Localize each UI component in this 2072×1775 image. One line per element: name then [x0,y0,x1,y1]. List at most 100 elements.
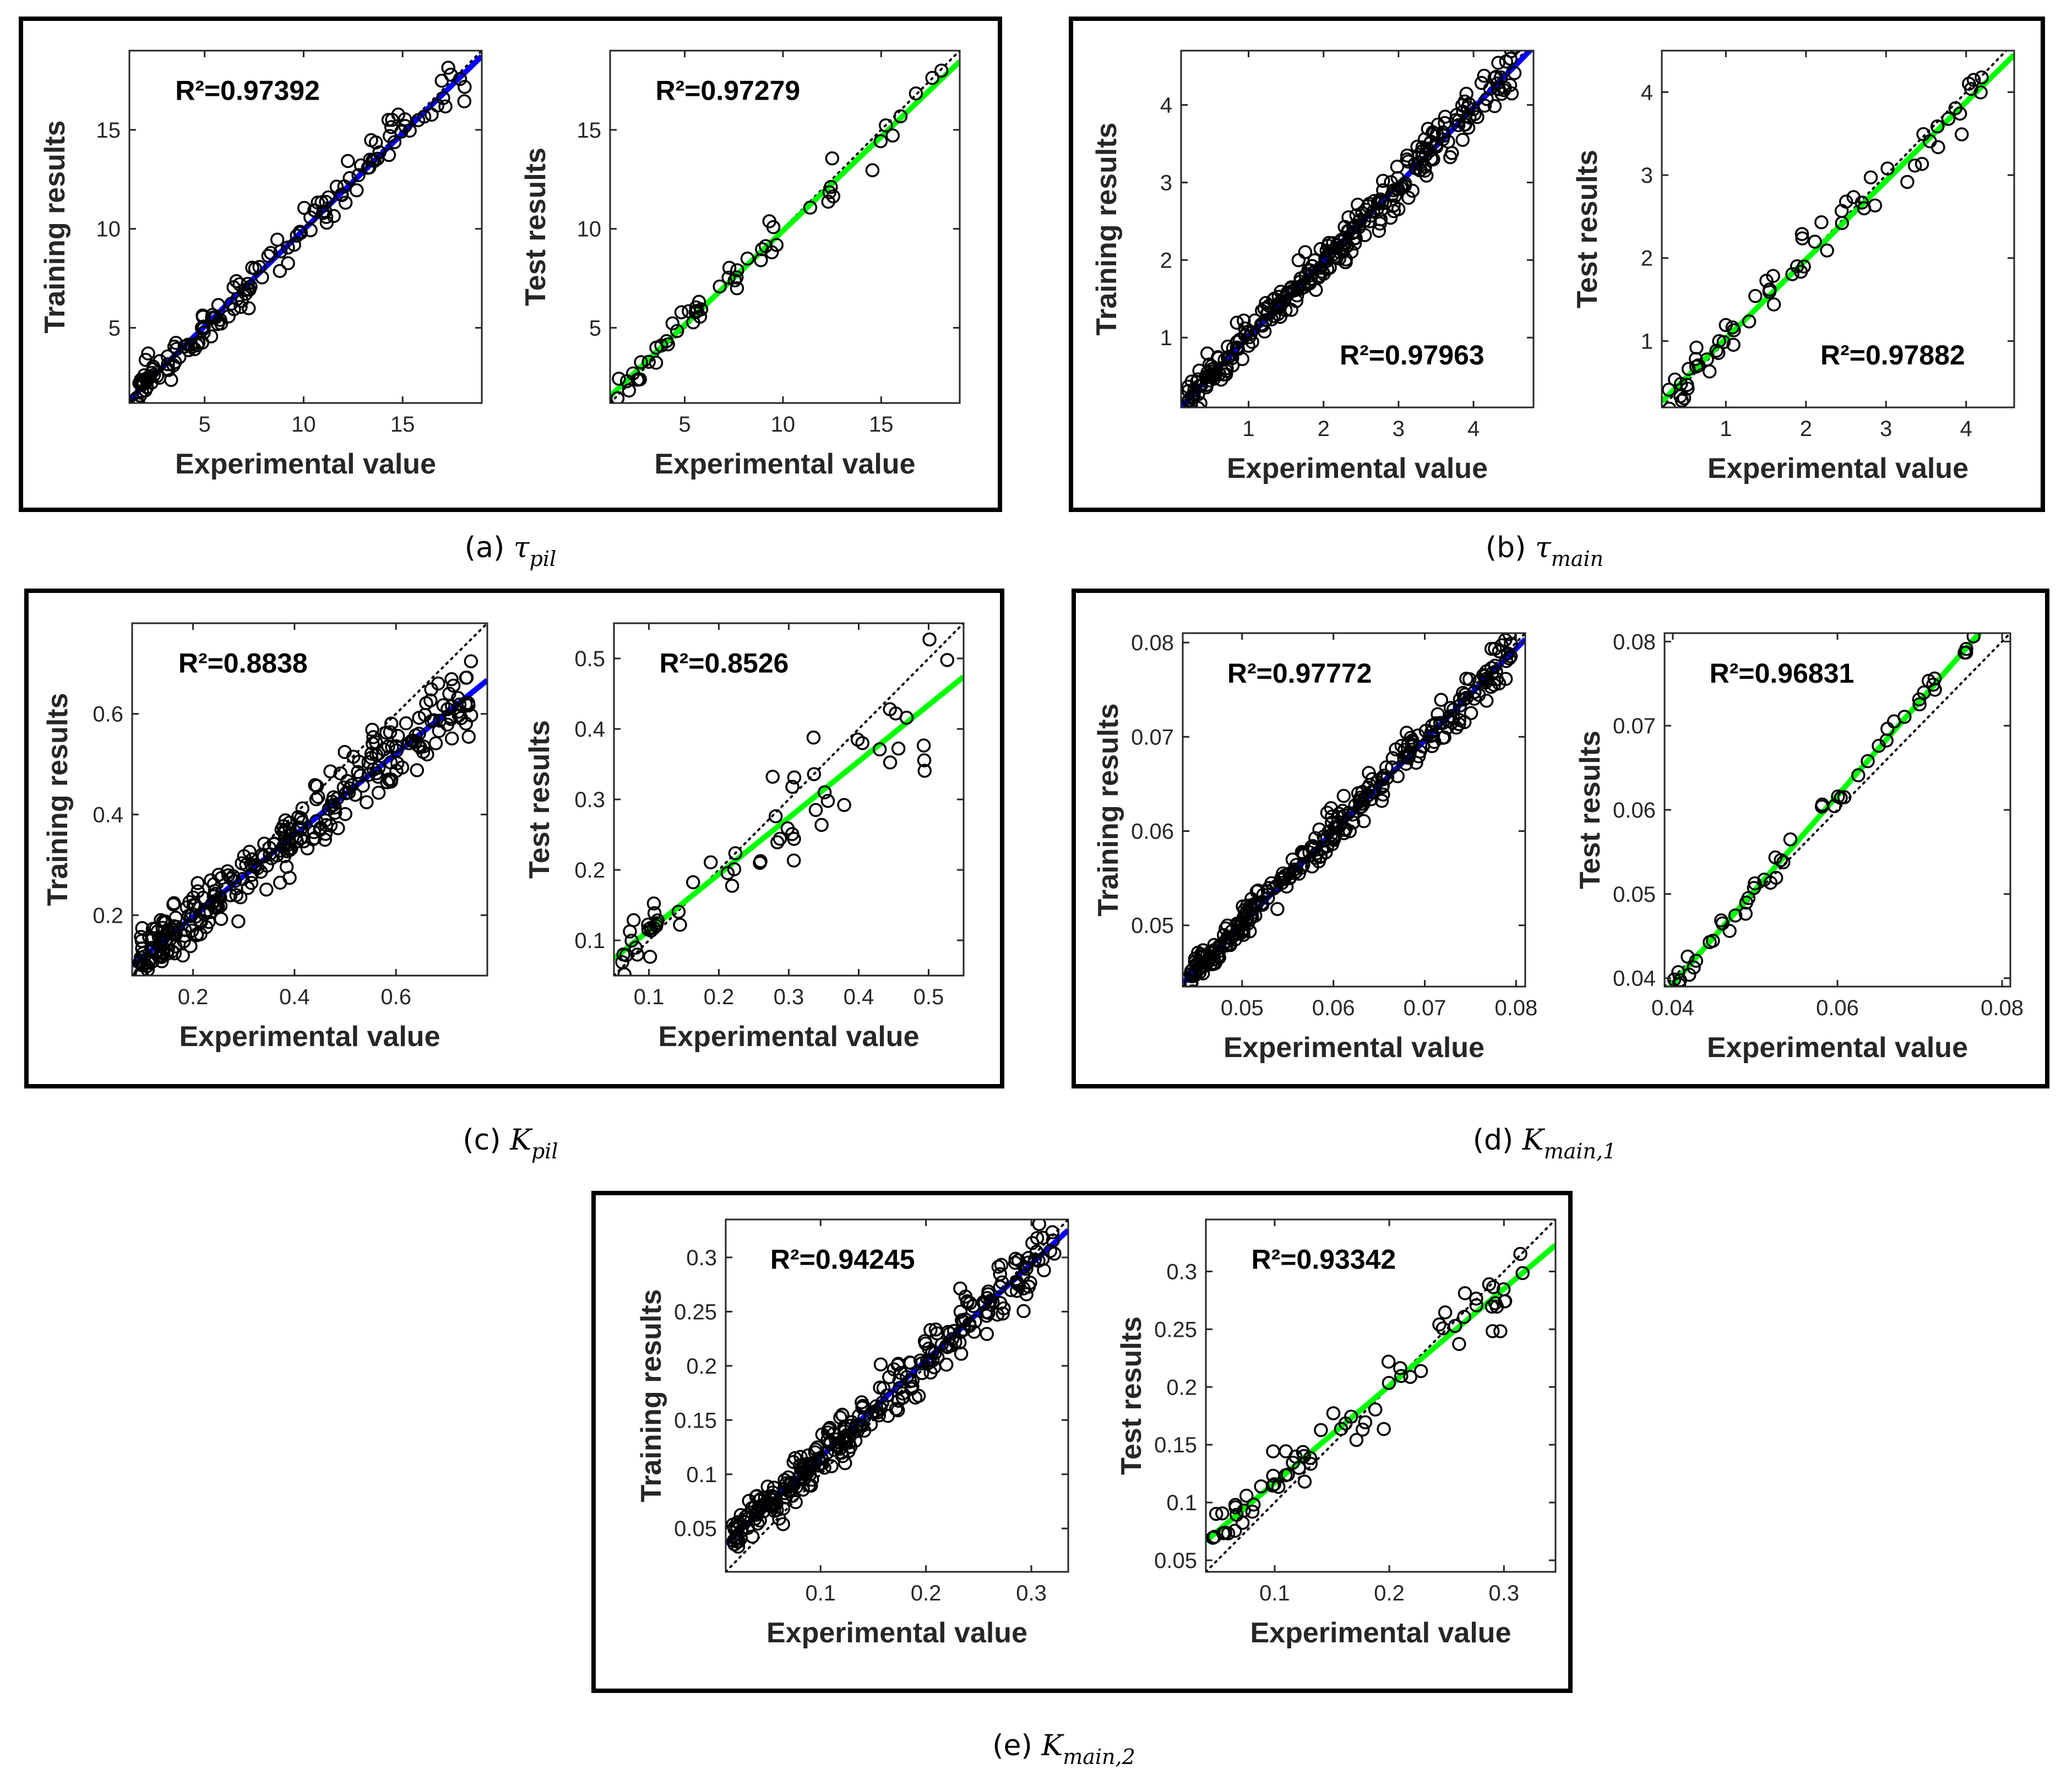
scatter-point [1418,148,1433,162]
scatter-point [444,731,459,746]
scatter-point [191,884,205,899]
scatter-point [693,309,708,324]
x-tick-label: 0.07 [1404,996,1446,1020]
scatter-point [622,383,637,398]
y-axis-label: Test results [1574,731,1606,889]
scatter-point [1279,1444,1293,1458]
scatter-point [180,900,194,914]
scatter-point [1221,1526,1236,1540]
scatter-point [1016,1304,1031,1319]
scatter-point [807,767,822,781]
scatter-point [1264,312,1279,326]
scatter-point [237,849,252,863]
scatter-point [1948,101,1963,116]
scatter-point [1348,231,1363,246]
scatter-point [1794,227,1809,241]
y-axis-label: Test results [524,720,556,879]
scatter-point [753,854,768,868]
y-tick-label: 0.25 [1154,1317,1197,1342]
scatter-point [134,374,149,389]
scatter-point [323,764,338,778]
r2-annotation: R²=0.94245 [770,1244,915,1275]
scatter-point [1927,671,1942,686]
scatter-point [1346,220,1361,235]
scatter-point [731,1539,746,1554]
scatter-point [1715,916,1730,930]
x-tick-label: 0.2 [704,985,735,1009]
scatter-point [955,1313,969,1327]
scatter-point [195,308,210,323]
x-axis-label: Experimental value [175,448,436,480]
scatter-point [1499,654,1514,668]
x-axis-label: Experimental value [659,1021,920,1053]
scatter-point [1323,260,1337,275]
r2-annotation: R²=0.97772 [1227,658,1372,689]
scatter-point [1245,902,1259,917]
scatter-point [183,939,198,954]
scatter-point [446,678,461,693]
scatter-point [1408,161,1423,176]
scatter-point [1189,411,1201,423]
scatter-point [728,1532,743,1546]
scatter-point [295,801,309,816]
scatter-point [293,225,307,239]
scatter-point [769,238,784,252]
scatter-point [440,717,455,732]
scatter-point [1480,92,1494,106]
scatter-point [146,360,161,374]
plot-e-training: 0.1 0.2 0.3 0.05 0.1 0.15 0.2 0.25 0.3 Experiment… [635,1218,1069,1649]
scatter-point [768,809,783,824]
scatter-point [824,1459,839,1473]
scatter-point [255,270,269,285]
scatter-point [1446,703,1461,717]
scatter-point [1706,933,1720,948]
caption-prefix: (e) [992,1729,1041,1762]
scatter-point [1440,720,1455,735]
scatter-point [753,1513,767,1528]
scatter-point [1429,138,1444,152]
scatter-point [787,770,802,785]
scatter-point [1461,121,1476,135]
scatter-point [754,253,768,268]
y-tick-label: 0.05 [1131,914,1174,938]
panel-frame-b [1069,17,2045,512]
caption-d: (d) Kmain,1 [1473,1124,1617,1163]
scatter-point [1458,715,1472,729]
scatter-point [1362,214,1377,228]
scatter-point [1493,1324,1508,1338]
scatter-point [458,80,472,94]
scatter-point [403,123,417,138]
scatter-point [259,882,274,897]
scatter-point [427,713,441,727]
panel-frame-d [1072,589,2049,1088]
axes-box [1661,50,2015,409]
scatter-point [764,1493,779,1507]
y-tick-label: 0.2 [93,903,123,928]
plot-e-test: 0.1 0.2 0.3 0.05 0.1 0.15 0.2 0.25 0.3 Experiment… [1116,1218,1557,1649]
scatter-point [1329,820,1344,835]
scatter-point [1209,1506,1223,1521]
scatter-point [202,914,216,929]
scatter-point [252,260,267,274]
x-tick-label: 1 [1720,417,1732,441]
scatter-point [996,1306,1010,1321]
scatter-point [134,934,149,948]
y-axis-label: Test results [520,148,552,306]
scatter-point [1194,947,1208,961]
plot-d-test: 0.04 0.06 0.08 0.04 0.05 0.06 0.07 0.08 Experime… [1574,630,2024,1064]
scatter-point [835,1407,850,1422]
caption-prefix: (a) [465,531,514,564]
scatter-point [1261,881,1276,895]
caption-symbol: τ [514,531,530,564]
scatter-point [1236,1516,1250,1530]
x-tick-label: 0.06 [1312,996,1355,1020]
scatter-point [308,203,322,218]
scatter-point [1401,736,1416,750]
plot-d-training: 0.05 0.06 0.07 0.08 0.05 0.06 0.07 0.08 Experime… [1092,631,1537,1064]
scatter-point [892,1373,907,1387]
scatter-point [231,914,246,929]
scatter-point [713,279,727,294]
scatter-point [916,738,931,753]
scatter-point [1297,277,1311,291]
scatter-point [758,239,773,253]
